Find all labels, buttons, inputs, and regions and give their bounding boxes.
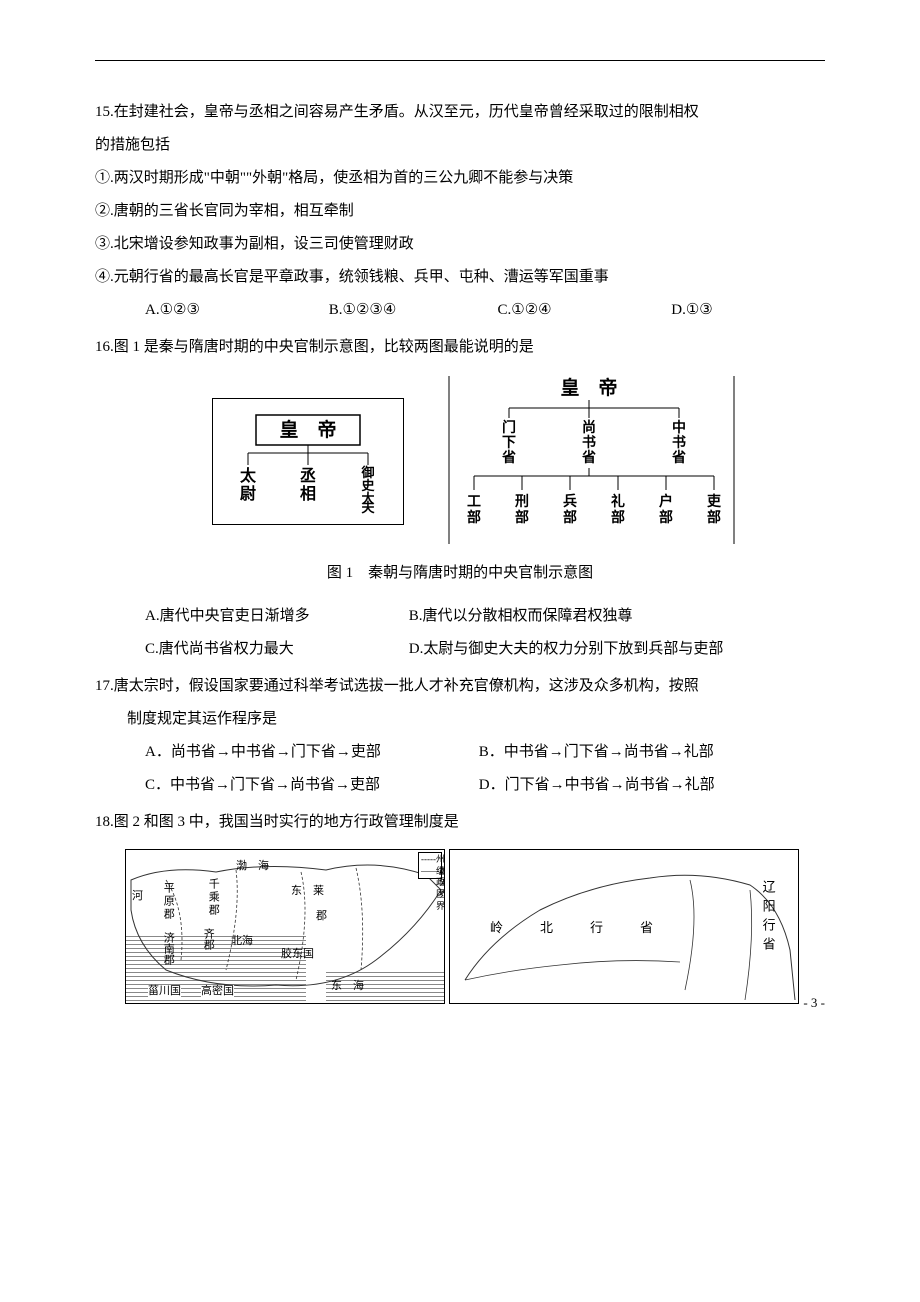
map-label: 胶东国 xyxy=(281,948,314,961)
map-label: 济南郡 xyxy=(161,932,174,965)
q15-opt-c: C.①②④ xyxy=(498,294,668,327)
qin-diagram-box: 皇 帝 太 尉 丞 相 御 史 大 夫 xyxy=(212,398,404,525)
svg-text:省: 省 xyxy=(501,449,516,466)
sui-diagram-box: 皇 帝 门 下 省 尚 书 省 中 书 省 xyxy=(429,374,739,549)
map-label: 高密国 xyxy=(201,985,234,998)
svg-text:丞: 丞 xyxy=(299,467,315,485)
svg-text:部: 部 xyxy=(707,509,721,526)
svg-text:尚: 尚 xyxy=(582,419,596,436)
map-label: 辽阳行省 xyxy=(760,880,776,956)
svg-text:户: 户 xyxy=(659,493,673,510)
map-label: 千乘郡 xyxy=(206,878,219,917)
svg-text:礼: 礼 xyxy=(611,493,625,510)
q17-opt-a: A．尚书省→中书省→门下省→吏部 xyxy=(145,736,475,769)
svg-text:相: 相 xyxy=(299,484,315,503)
q17-options-2: C．中书省→门下省→尚书省→吏部 D．门下省→中书省→尚书省→礼部 xyxy=(95,769,825,802)
q17-opt-c: C．中书省→门下省→尚书省→吏部 xyxy=(145,769,475,802)
q15-opt-d: D.①③ xyxy=(671,294,771,327)
svg-text:兵: 兵 xyxy=(563,493,577,510)
q16-opt-c: C.唐代尚书省权力最大 xyxy=(145,633,405,666)
map-1: ----- 州级政区界 —— 郡国界 河 平原郡 千乘郡 东 莱 郡 济南郡 齐… xyxy=(125,849,445,1004)
page-number: - 3 - xyxy=(803,989,825,1018)
q16-stem: 16.图 1 是秦与隋唐时期的中央官制示意图，比较两图最能说明的是 xyxy=(95,331,825,364)
svg-text:省: 省 xyxy=(581,449,596,466)
map-label: 河 xyxy=(132,890,143,903)
q16-diagrams: 皇 帝 太 尉 丞 相 御 史 大 夫 皇 帝 xyxy=(125,374,825,549)
map-label: 平原郡 xyxy=(161,882,174,921)
svg-text:吏: 吏 xyxy=(707,493,722,510)
q17-opt-b: B．中书省→门下省→尚书省→礼部 xyxy=(479,736,714,769)
svg-text:门: 门 xyxy=(502,419,516,436)
map-label: 岭 北 行 省 xyxy=(490,920,665,936)
question-16: 16.图 1 是秦与隋唐时期的中央官制示意图，比较两图最能说明的是 皇 帝 太 … xyxy=(95,331,825,666)
q15-options: A.①②③ B.①②③④ C.①②④ D.①③ xyxy=(95,294,825,327)
qin-diagram-svg: 皇 帝 太 尉 丞 相 御 史 大 夫 xyxy=(228,409,388,514)
svg-text:工: 工 xyxy=(467,495,481,510)
question-18: 18.图 2 和图 3 中，我国当时实行的地方行政管理制度是 ----- 州级政… xyxy=(95,806,825,1004)
map-1-svg xyxy=(126,850,445,1004)
q15-stem-1: 15.在封建社会，皇帝与丞相之间容易产生矛盾。从汉至元，历代皇帝曾经采取过的限制… xyxy=(95,96,825,129)
svg-text:下: 下 xyxy=(502,435,516,451)
svg-text:中: 中 xyxy=(672,419,686,436)
map-1-legend: ----- 州级政区界 —— 郡国界 xyxy=(418,852,442,879)
svg-text:夫: 夫 xyxy=(361,500,375,514)
map-label: 齐郡 xyxy=(201,928,214,950)
q16-opt-a: A.唐代中央官吏日渐增多 xyxy=(145,600,405,633)
q15-opt-a: A.①②③ xyxy=(145,294,325,327)
q16-opt-d: D.太尉与御史大夫的权力分别下放到兵部与吏部 xyxy=(409,633,724,666)
map-2: 岭 北 行 省 辽阳行省 xyxy=(449,849,799,1004)
q16-options-1: A.唐代中央官吏日渐增多 B.唐代以分散相权而保障君权独尊 xyxy=(95,600,825,633)
svg-text:刑: 刑 xyxy=(515,494,529,510)
q18-maps: ----- 州级政区界 —— 郡国界 河 平原郡 千乘郡 东 莱 郡 济南郡 齐… xyxy=(125,849,825,1004)
q16-options-2: C.唐代尚书省权力最大 D.太尉与御史大夫的权力分别下放到兵部与吏部 xyxy=(95,633,825,666)
q17-options-1: A．尚书省→中书省→门下省→吏部 B．中书省→门下省→尚书省→礼部 xyxy=(95,736,825,769)
q15-item-1: ①.两汉时期形成"中朝""外朝"格局，使丞相为首的三公九卿不能参与决策 xyxy=(95,162,825,195)
svg-text:太: 太 xyxy=(238,466,256,485)
svg-text:尉: 尉 xyxy=(239,484,255,503)
map-label: 东 莱 xyxy=(291,885,324,898)
svg-text:部: 部 xyxy=(563,509,577,526)
svg-text:书: 书 xyxy=(582,434,596,451)
q18-stem: 18.图 2 和图 3 中，我国当时实行的地方行政管理制度是 xyxy=(95,806,825,839)
map-label: 东 海 xyxy=(331,980,364,993)
sui-diagram-svg: 皇 帝 门 下 省 尚 书 省 中 书 省 xyxy=(429,374,739,549)
q17-stem-1: 17.唐太宗时，假设国家要通过科举考试选拔一批人才补充官僚机构，这涉及众多机构，… xyxy=(95,670,825,703)
question-15: 15.在封建社会，皇帝与丞相之间容易产生矛盾。从汉至元，历代皇帝曾经采取过的限制… xyxy=(95,96,825,327)
svg-text:皇 帝: 皇 帝 xyxy=(279,418,336,441)
q15-item-4: ④.元朝行省的最高长官是平章政事，统领钱粮、兵甲、屯种、漕运等军国重事 xyxy=(95,261,825,294)
map-label: 渤 海 xyxy=(236,860,269,873)
q15-item-2: ②.唐朝的三省长官同为宰相，相互牵制 xyxy=(95,195,825,228)
header-rule xyxy=(95,60,825,61)
q15-item-3: ③.北宋增设参知政事为副相，设三司使管理财政 xyxy=(95,228,825,261)
q16-caption: 图 1 秦朝与隋唐时期的中央官制示意图 xyxy=(95,557,825,590)
svg-text:省: 省 xyxy=(671,449,686,466)
q15-stem-2: 的措施包括 xyxy=(95,129,825,162)
map-label: 郡 xyxy=(316,910,327,923)
map-label: 菑川国 xyxy=(148,985,181,998)
svg-text:皇 帝: 皇 帝 xyxy=(560,376,617,399)
map-label: 北海 xyxy=(231,935,253,948)
svg-text:部: 部 xyxy=(611,509,625,526)
svg-text:部: 部 xyxy=(515,509,529,526)
q17-stem-2: 制度规定其运作程序是 xyxy=(95,703,825,736)
svg-text:部: 部 xyxy=(467,509,481,526)
svg-text:部: 部 xyxy=(659,509,673,526)
q17-opt-d: D．门下省→中书省→尚书省→礼部 xyxy=(479,769,715,802)
question-17: 17.唐太宗时，假设国家要通过科举考试选拔一批人才补充官僚机构，这涉及众多机构，… xyxy=(95,670,825,802)
svg-text:书: 书 xyxy=(672,434,686,451)
q15-opt-b: B.①②③④ xyxy=(329,294,494,327)
q16-opt-b: B.唐代以分散相权而保障君权独尊 xyxy=(409,600,633,633)
